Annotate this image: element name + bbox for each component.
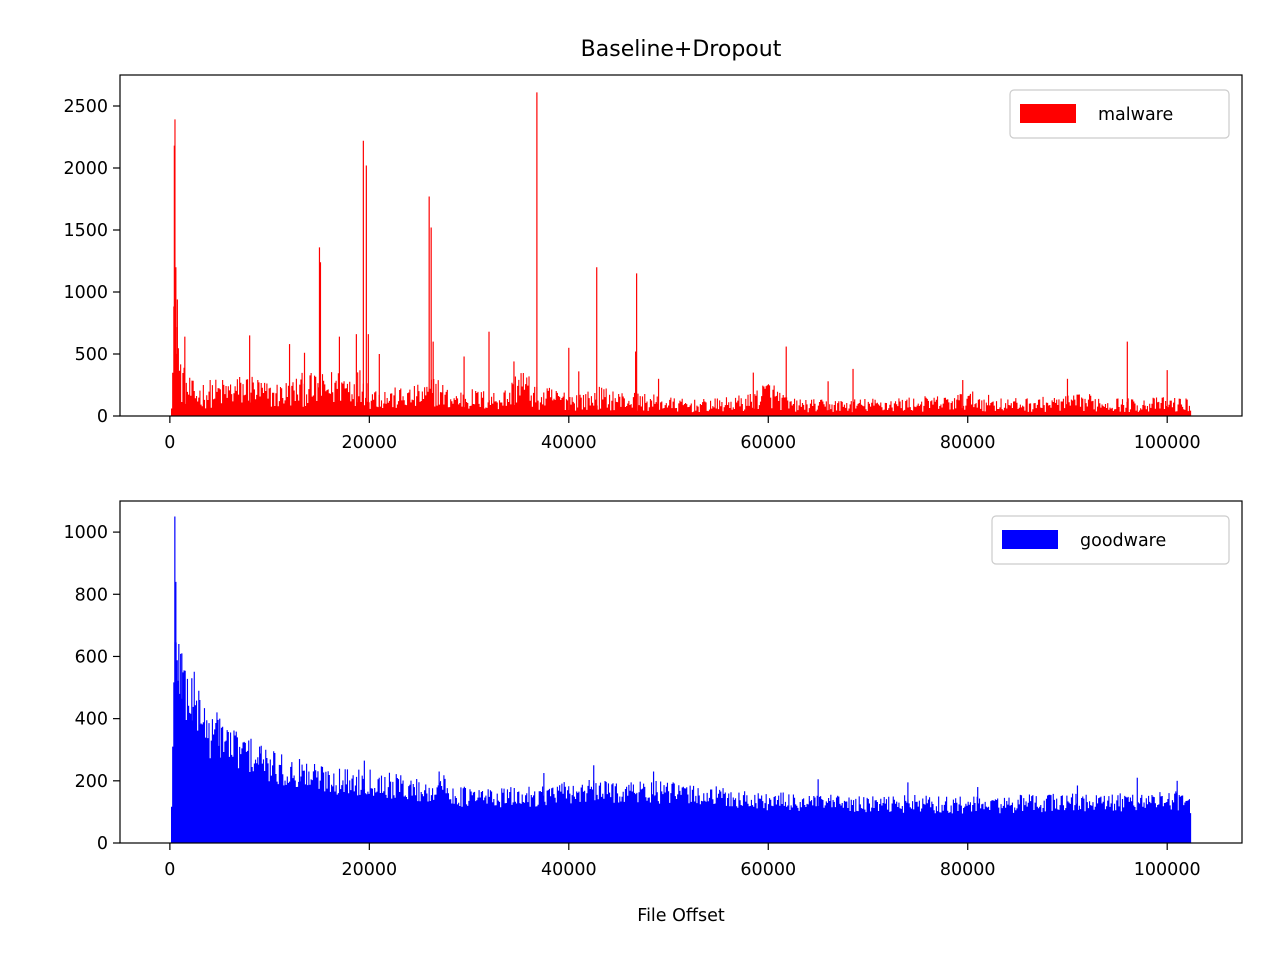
goodware-histogram-bars (169, 642, 1192, 843)
y-tick-label: 200 (75, 772, 108, 792)
x-tick-label: 20000 (341, 433, 397, 453)
malware-x-ticks: 0 20000 40000 60000 80000 100000 (164, 416, 1201, 453)
y-tick-label: 1000 (63, 283, 108, 303)
malware-bars (169, 92, 1192, 416)
y-tick-label: 1000 (63, 523, 108, 543)
y-tick-label: 600 (75, 647, 108, 667)
legend-box (1009, 89, 1230, 139)
legend-label-malware: malware (1098, 105, 1173, 125)
legend-label-goodware: goodware (1080, 531, 1166, 551)
x-tick-label: 20000 (341, 860, 397, 880)
legend-swatch-malware (1020, 104, 1076, 123)
y-tick-label: 400 (75, 710, 108, 730)
malware-legend: malware (1009, 89, 1230, 139)
goodware-subplot: 0 20000 40000 60000 80000 100000 0 200 400 600 80… (63, 500, 1243, 926)
goodware-y-ticks: 0 200 400 600 800 1000 (63, 523, 120, 854)
x-tick-label: 100000 (1134, 433, 1201, 453)
y-tick-label: 0 (97, 407, 108, 427)
legend-box (991, 515, 1230, 565)
goodware-bars (169, 516, 1192, 843)
x-tick-label: 100000 (1134, 860, 1201, 880)
y-tick-label: 0 (97, 834, 108, 854)
x-tick-label: 80000 (940, 433, 996, 453)
y-tick-label: 1500 (63, 221, 108, 241)
x-tick-label: 0 (164, 433, 175, 453)
y-tick-label: 800 (75, 585, 108, 605)
goodware-legend: goodware (991, 515, 1230, 565)
x-tick-label: 60000 (740, 860, 796, 880)
x-tick-label: 0 (164, 860, 175, 880)
x-axis-label: File Offset (637, 906, 725, 926)
malware-histogram-bars (169, 119, 1192, 416)
y-tick-label: 500 (75, 345, 108, 365)
goodware-x-ticks: 0 20000 40000 60000 80000 100000 (164, 843, 1201, 880)
legend-swatch-goodware (1002, 530, 1058, 549)
y-tick-label: 2500 (63, 97, 108, 117)
x-tick-label: 80000 (940, 860, 996, 880)
goodware-plot-frame (119, 500, 1243, 844)
malware-subplot: Baseline+Dropout 0 20000 40000 60000 80000 10… (63, 37, 1243, 453)
malware-y-ticks: 0 500 1000 1500 2000 2500 (63, 97, 120, 427)
malware-plot-frame (119, 74, 1243, 417)
x-tick-label: 40000 (541, 860, 597, 880)
y-tick-label: 2000 (63, 159, 108, 179)
x-tick-label: 60000 (740, 433, 796, 453)
x-tick-label: 40000 (541, 433, 597, 453)
chart-title: Baseline+Dropout (581, 37, 782, 62)
